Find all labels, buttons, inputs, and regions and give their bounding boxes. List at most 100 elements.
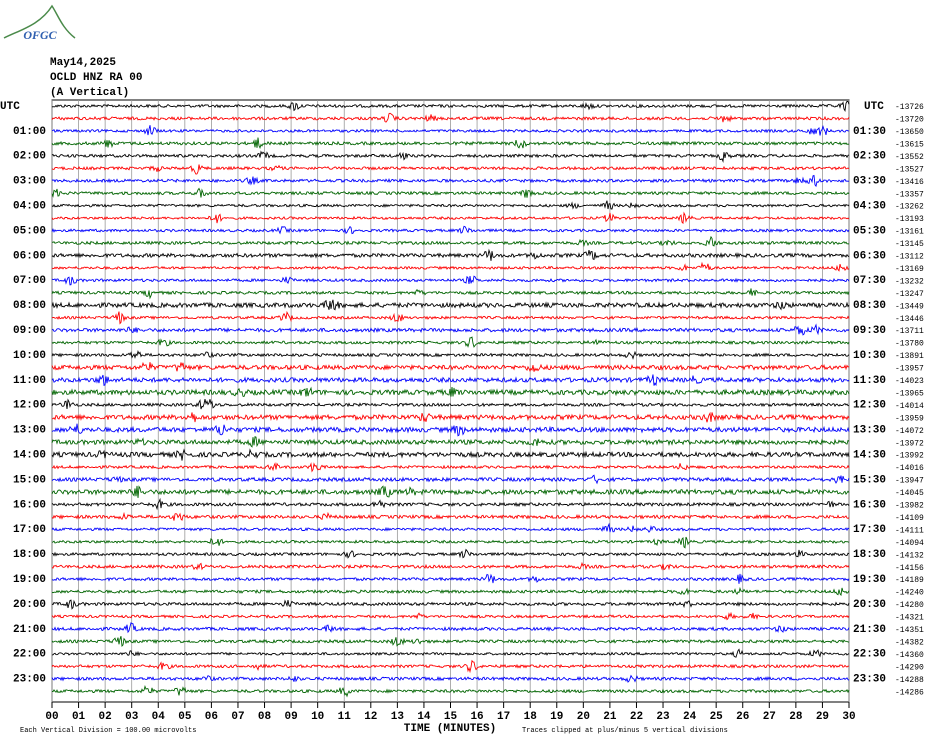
waveform (51, 174, 850, 188)
right-time-label: 09:30 (853, 325, 886, 337)
x-tick-label: 21 (603, 711, 617, 723)
trace-offset: -13972 (895, 439, 924, 448)
waveform (51, 398, 850, 410)
trace-offset: -13720 (895, 116, 924, 125)
right-time-label: 11:30 (853, 375, 886, 387)
waveform (51, 361, 850, 373)
waveform (51, 448, 850, 461)
x-tick-label: 18 (524, 711, 538, 723)
left-time-label: 14:00 (13, 450, 46, 462)
left-time-label: 04:00 (13, 201, 46, 213)
waveform (51, 648, 850, 658)
waveform (52, 548, 850, 559)
trace-offset: -14189 (895, 576, 924, 585)
waveform (51, 275, 850, 286)
waveform (51, 474, 850, 485)
waveform (51, 323, 850, 336)
x-tick-label: 15 (444, 711, 458, 723)
right-time-label: 06:30 (853, 250, 886, 262)
logo: OFGC (23, 28, 57, 42)
trace-offset: -14240 (895, 589, 924, 598)
trace-offset: -13615 (895, 140, 924, 149)
component: (A Vertical) (50, 87, 129, 99)
waveform (51, 573, 850, 584)
waveform (51, 310, 850, 325)
trace-offset: -14016 (895, 464, 924, 473)
trace-offset: -13247 (895, 290, 924, 299)
trace-offset: -13959 (895, 414, 924, 423)
left-time-label: 16:00 (13, 499, 46, 511)
waveform (51, 674, 850, 683)
trace-offset: -14045 (895, 489, 924, 498)
trace-offset: -13947 (895, 477, 924, 486)
x-tick-label: 11 (338, 711, 352, 723)
station: OCLD HNZ RA 00 (50, 72, 142, 84)
right-time-label: 21:30 (853, 624, 886, 636)
x-tick-label: 04 (152, 711, 166, 723)
waveform (51, 336, 850, 348)
trace-offset: -13112 (895, 253, 924, 262)
right-header: UTC (864, 101, 884, 113)
x-tick-label: 07 (231, 711, 244, 723)
left-time-label: 20:00 (13, 599, 46, 611)
left-time-label: 02:00 (13, 151, 46, 163)
left-header: UTC (0, 101, 20, 113)
trace-offset: -13357 (895, 190, 924, 199)
right-time-label: 13:30 (853, 425, 886, 437)
right-time-label: 12:30 (853, 400, 886, 412)
x-tick-label: 19 (550, 711, 563, 723)
right-time-label: 02:30 (853, 151, 886, 163)
x-tick-label: 24 (683, 711, 697, 723)
left-time-label: 09:00 (13, 325, 46, 337)
waveform (51, 436, 850, 448)
waveform (51, 511, 850, 522)
waveform (51, 411, 850, 423)
x-tick-label: 06 (205, 711, 218, 723)
trace-offset: -14109 (895, 514, 924, 523)
left-time-label: 13:00 (13, 425, 46, 437)
right-time-label: 08:30 (853, 300, 886, 312)
trace-offset: -14094 (895, 539, 924, 548)
x-tick-label: 00 (45, 711, 58, 723)
trace-offset: -13232 (895, 277, 924, 286)
left-time-label: 19:00 (13, 574, 46, 586)
trace-offset: -13650 (895, 128, 924, 137)
waveform (51, 112, 850, 123)
trace-offset: -14023 (895, 377, 924, 386)
right-time-label: 16:30 (853, 499, 886, 511)
left-time-label: 12:00 (13, 400, 46, 412)
right-time-label: 15:30 (853, 474, 886, 486)
waveform (51, 164, 850, 175)
waveform (51, 125, 849, 136)
x-tick-label: 29 (816, 711, 829, 723)
waveform (51, 299, 850, 311)
scale-note: Each Vertical Division = 100.00 microvol… (20, 727, 196, 735)
trace-offset: -13262 (895, 203, 924, 212)
x-tick-label: 20 (577, 711, 590, 723)
trace-offset: -13527 (895, 165, 924, 174)
trace-offset: -13780 (895, 340, 924, 349)
left-time-label: 03:00 (13, 176, 46, 188)
trace-offset: -14286 (895, 688, 924, 697)
left-time-label: 10:00 (13, 350, 46, 362)
waveform (51, 536, 850, 549)
waveform (51, 599, 850, 610)
waveform (51, 288, 850, 300)
trace-offset: -13552 (895, 153, 924, 162)
waveform (51, 622, 850, 634)
waveform (51, 423, 850, 437)
waveform (51, 225, 850, 235)
trace-offset: -13416 (895, 178, 924, 187)
logo-mark (3, 4, 76, 39)
trace-offset: -14072 (895, 427, 924, 436)
left-time-label: 22:00 (13, 649, 46, 661)
trace-offset: -13982 (895, 502, 924, 511)
right-time-label: 03:30 (853, 176, 886, 188)
left-time-label: 11:00 (13, 375, 46, 387)
right-time-label: 17:30 (853, 524, 886, 536)
trace-offset: -14321 (895, 614, 924, 623)
waveform (51, 636, 850, 648)
right-time-label: 01:30 (853, 126, 886, 138)
trace-offset: -14111 (895, 526, 924, 535)
